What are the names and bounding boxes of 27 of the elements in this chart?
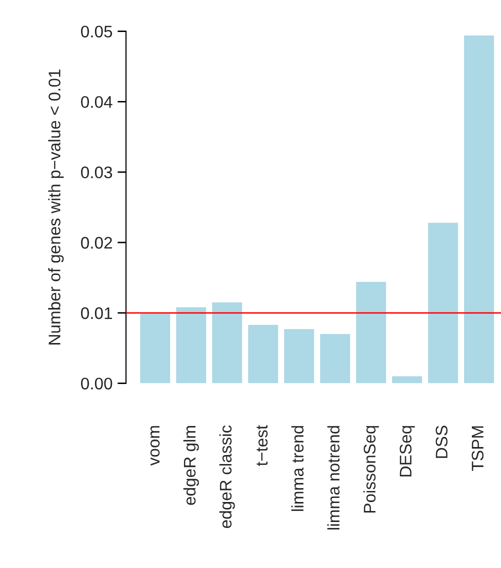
x-tick-label: limma notrend <box>327 426 340 530</box>
x-tick-label: DESeq <box>400 426 415 476</box>
y-tick-label: 0.01 <box>81 307 112 320</box>
bar <box>464 36 494 384</box>
x-tick-label: t−test <box>256 425 268 466</box>
x-tick-label: DSS <box>436 426 448 458</box>
x-tick-label: edgeR glm <box>183 426 199 505</box>
y-tick-label: 0.05 <box>81 26 112 38</box>
bar <box>428 222 458 384</box>
x-tick-label: edgeR classic <box>219 425 235 528</box>
bar <box>176 307 206 384</box>
y-tick-label: 0.02 <box>81 236 112 249</box>
y-tick-label: 0.00 <box>81 378 112 390</box>
y-tick-label: 0.03 <box>81 166 112 178</box>
x-tick-label: voom <box>150 426 160 466</box>
bar <box>284 329 314 384</box>
x-tick-label: TSPM <box>472 426 484 471</box>
y-tick-label: 0.04 <box>81 96 112 108</box>
x-tick-label: limma trend <box>291 426 304 511</box>
bar <box>140 314 170 384</box>
x-tick-label: PoissonSeq <box>363 426 379 513</box>
bar <box>392 376 422 384</box>
bar <box>212 302 242 384</box>
bar <box>320 334 350 384</box>
y-axis-title: Number of genes with p−value < 0.01 <box>48 70 64 344</box>
bar <box>248 324 278 384</box>
bar <box>356 282 386 384</box>
